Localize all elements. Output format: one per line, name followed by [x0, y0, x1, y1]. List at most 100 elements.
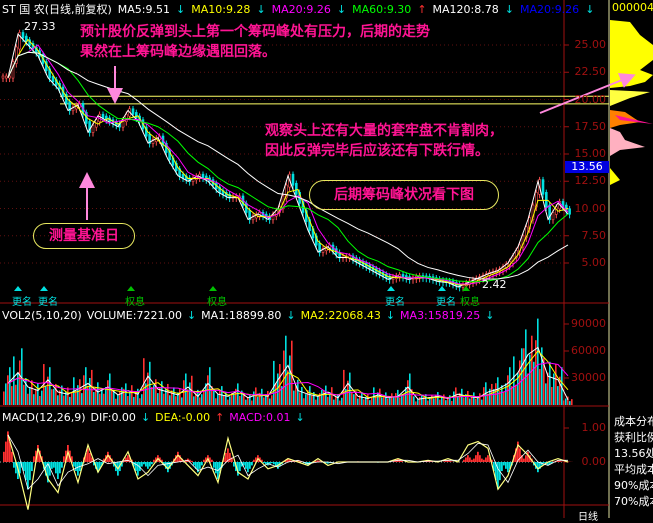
macd-histogram-bar [467, 455, 469, 462]
event-label: 更名 [38, 297, 58, 308]
stock-code[interactable]: 000004 [612, 1, 653, 14]
volume-bar [151, 387, 153, 405]
macd-histogram-bar [471, 460, 473, 462]
cost-panel-line: 90%成本 [614, 477, 653, 493]
volume-bar [381, 397, 383, 405]
volume-bar [45, 386, 47, 405]
price-axis-label: 7.50 [562, 229, 606, 242]
volume-bar [99, 394, 101, 405]
macd-header: MACD(12,26,9)DIF:0.00↓DEA:-0.00↑MACD:0.0… [2, 411, 315, 424]
ma-indicator: MA20:9.26↓ [520, 3, 594, 16]
macd-histogram-bar [89, 453, 91, 462]
volume-value: MA2:22068.43 [301, 309, 381, 322]
arrow-icon: ↓ [187, 309, 196, 322]
volume-bar [49, 367, 51, 405]
macd-histogram-bar [519, 448, 521, 462]
macd-histogram-bar [233, 462, 235, 467]
price-axis-label: 12.50 [562, 174, 606, 187]
volume-bar [67, 387, 69, 405]
macd-histogram-bar [25, 462, 27, 480]
period-label[interactable]: 日线 [578, 508, 598, 523]
macd-histogram-bar [215, 462, 217, 473]
volume-bar [107, 380, 109, 405]
volume-bar [309, 386, 311, 405]
volume-bar [29, 387, 31, 405]
event-triangle-icon [127, 286, 135, 291]
volume-bar [227, 400, 229, 405]
macd-histogram-bar [13, 462, 15, 468]
macd-histogram-bar [33, 456, 35, 462]
volume-bar [571, 399, 573, 405]
volume-bar [523, 348, 525, 405]
candle [22, 32, 24, 38]
event-marker[interactable]: 更名 [12, 293, 32, 308]
volume-bar [75, 391, 77, 405]
macd-histogram-bar [193, 462, 195, 465]
arrow-icon: ↓ [295, 411, 304, 424]
cost-peak-band [610, 90, 650, 106]
volume-bar [77, 385, 79, 405]
volume-bar [391, 393, 393, 405]
volume-bar [41, 391, 43, 405]
cost-peak-lower [610, 128, 645, 156]
ma-indicator: MA120:8.78↓ [433, 3, 514, 16]
macd-histogram-bar [293, 461, 295, 462]
volume-value: MA1:18899.80 [201, 309, 281, 322]
macd-histogram-bar [501, 462, 503, 471]
mid-annotation-line2: 因此反弹完毕后应该还有下跌行情。 [265, 141, 503, 161]
event-label: 权息 [125, 297, 145, 308]
event-marker[interactable]: 更名 [385, 293, 405, 308]
macd-histogram-bar [559, 461, 561, 462]
volume-bar [375, 396, 377, 405]
volume-value: VOLUME:7221.00 [87, 309, 182, 322]
volume-bar [125, 383, 127, 405]
volume-bar [79, 379, 81, 405]
macd-histogram-bar [271, 462, 273, 463]
event-marker[interactable]: 更名 [38, 293, 58, 308]
macd-histogram-bar [77, 462, 79, 476]
event-marker[interactable]: 权息 [125, 293, 145, 308]
volume-bar [119, 391, 121, 405]
macd-indicator: DEA:-0.00↑ [155, 411, 224, 424]
macd-histogram-bar [225, 453, 227, 462]
volume-bar [317, 396, 319, 405]
event-triangle-icon [14, 286, 22, 291]
volume-bar [367, 394, 369, 405]
volume-bar [219, 390, 221, 405]
volume-bar [287, 370, 289, 405]
volume-bar [387, 399, 389, 405]
volume-bar [257, 397, 259, 405]
volume-bar [311, 396, 313, 405]
macd-histogram-bar [247, 462, 249, 472]
volume-bar [467, 391, 469, 405]
volume-axis-label: 90000 [562, 317, 606, 330]
volume-bar [223, 395, 225, 405]
volume-bar [357, 399, 359, 405]
macd-histogram-bar [477, 452, 479, 462]
macd-histogram-bar [243, 462, 245, 465]
event-triangle-icon [40, 286, 48, 291]
event-label: 更名 [436, 297, 456, 308]
current-price-marker: 13.56 [565, 161, 609, 173]
volume-bar [89, 378, 91, 405]
arrow-up-icon: ↑ [417, 3, 426, 16]
volume-bar [179, 389, 181, 405]
macd-histogram-bar [229, 453, 231, 462]
macd-histogram-bar [239, 462, 241, 471]
macd-histogram-bar [485, 457, 487, 462]
macd-histogram-bar [55, 462, 57, 473]
volume-bar [331, 387, 333, 405]
event-marker[interactable]: 权息 [460, 293, 480, 308]
volume-bar [269, 399, 271, 405]
macd-value: DEA:-0.00 [155, 411, 210, 424]
ma-value: MA120:8.78 [433, 3, 499, 16]
volume-bar [305, 394, 307, 405]
event-label: 权息 [460, 297, 480, 308]
event-marker[interactable]: 更名 [436, 293, 456, 308]
volume-bar [285, 336, 287, 405]
event-marker[interactable]: 权息 [207, 293, 227, 308]
macd-histogram-bar [273, 462, 275, 464]
candle [202, 174, 204, 178]
macd-pane [0, 428, 573, 510]
